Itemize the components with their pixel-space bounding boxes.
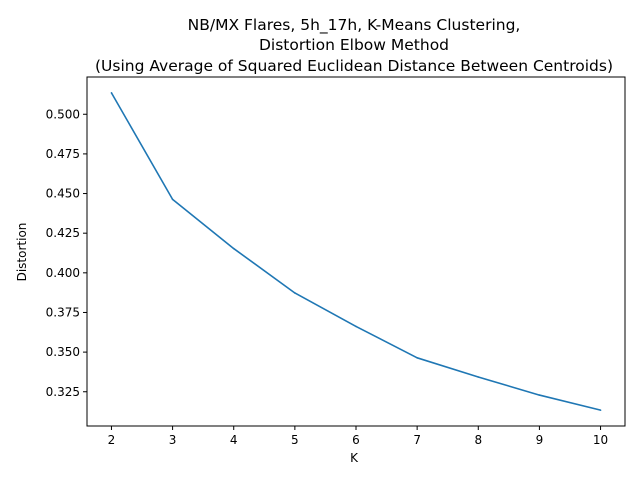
distortion-series-points — [110, 92, 602, 411]
y-tick-label: 0.475 — [46, 147, 80, 161]
plot-area-frame — [86, 76, 626, 427]
y-tick-label: 0.325 — [46, 385, 80, 399]
data-point — [355, 325, 357, 328]
x-tick-label: 3 — [169, 433, 177, 447]
data-point — [599, 409, 602, 411]
data-point — [110, 92, 113, 94]
x-axis-label: K — [350, 451, 359, 465]
x-tick-label: 7 — [413, 433, 421, 447]
y-tick-label: 0.425 — [46, 226, 80, 240]
chart-title: NB/MX Flares, 5h_17h, K-Means Clustering… — [95, 16, 613, 75]
data-point — [477, 376, 480, 378]
y-tick-label: 0.375 — [46, 305, 80, 319]
chart-title-line-3: (Using Average of Squared Euclidean Dist… — [95, 57, 613, 75]
x-tick-label: 4 — [230, 433, 238, 447]
y-axis-label: Distortion — [15, 223, 29, 282]
chart-title-line-1: NB/MX Flares, 5h_17h, K-Means Clustering… — [188, 16, 521, 35]
x-tick-label: 6 — [352, 433, 360, 447]
data-point — [171, 198, 174, 201]
data-point — [416, 357, 418, 359]
chart-title-line-2: Distortion Elbow Method — [259, 36, 449, 54]
y-tick-label: 0.350 — [46, 345, 80, 359]
y-tick-label: 0.400 — [46, 266, 80, 280]
x-tick-label: 10 — [593, 433, 608, 447]
y-axis-ticks: 0.325 0.350 0.375 0.400 0.425 0.450 0.475 0.500 — [46, 107, 87, 399]
y-tick-label: 0.450 — [46, 187, 80, 201]
data-point — [294, 292, 296, 294]
y-tick-label: 0.500 — [46, 107, 80, 121]
x-tick-label: 2 — [108, 433, 116, 447]
distortion-series-line — [110, 92, 601, 411]
x-axis-ticks: 2 3 4 5 6 7 8 9 10 — [108, 426, 608, 447]
data-point — [232, 247, 235, 250]
x-tick-label: 9 — [536, 433, 544, 447]
data-point — [538, 394, 541, 396]
x-tick-label: 8 — [474, 433, 482, 447]
x-tick-label: 5 — [291, 433, 299, 447]
